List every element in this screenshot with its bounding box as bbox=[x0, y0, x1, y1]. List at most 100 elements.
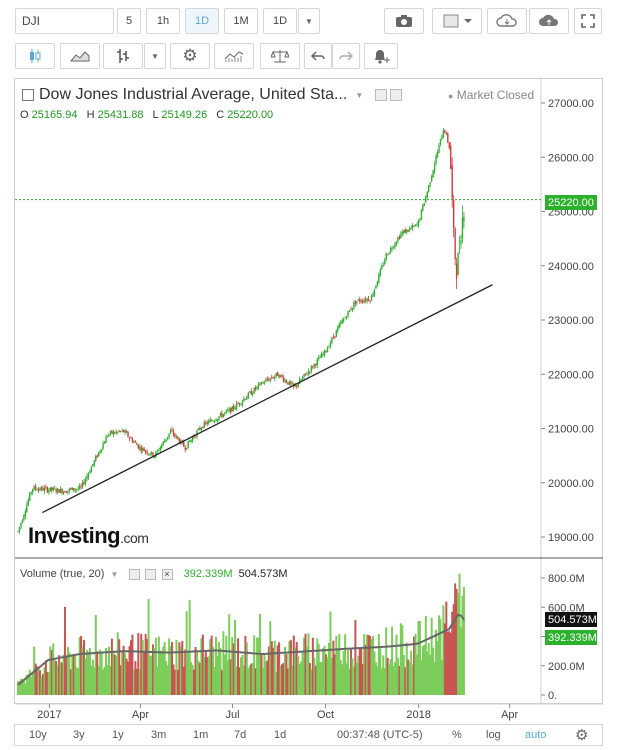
legend-eye-icon[interactable] bbox=[129, 568, 141, 580]
volume-value: 392.339M bbox=[183, 568, 233, 580]
settings-button[interactable]: ⚙ bbox=[170, 43, 210, 69]
interval-5-button[interactable]: 5 bbox=[117, 8, 141, 34]
price-candle-body bbox=[128, 437, 131, 439]
volume-bar bbox=[168, 638, 171, 695]
time-tick-label: Oct bbox=[317, 709, 334, 721]
price-candle-body bbox=[152, 452, 154, 457]
volume-bar bbox=[102, 669, 105, 695]
volume-bar bbox=[75, 667, 78, 695]
price-candle-body bbox=[65, 492, 68, 494]
volume-bar bbox=[147, 599, 150, 695]
volume-bar bbox=[138, 669, 141, 695]
volume-bar bbox=[188, 599, 191, 695]
symbol-input[interactable]: DJI bbox=[15, 8, 114, 34]
gear-icon[interactable]: ⚙ bbox=[575, 727, 589, 744]
legend-eye-icon[interactable] bbox=[375, 89, 388, 101]
cloud-download-button[interactable] bbox=[487, 8, 527, 34]
logo-suffix: .com bbox=[120, 530, 149, 546]
volume-bar bbox=[358, 648, 361, 695]
range-1y-button[interactable]: 1y bbox=[112, 729, 124, 741]
price-candle-body bbox=[203, 422, 206, 428]
volume-bar bbox=[116, 632, 119, 695]
range-3m-button[interactable]: 3m bbox=[151, 729, 167, 741]
price-candle-body bbox=[362, 300, 364, 302]
price-candle-body bbox=[74, 489, 76, 491]
auto-scale-button[interactable]: auto bbox=[525, 729, 547, 741]
interval-1h-button[interactable]: 1h bbox=[146, 8, 180, 34]
volume-bar bbox=[90, 666, 93, 695]
price-candle-body bbox=[86, 476, 88, 480]
remove-indicator-icon[interactable]: × bbox=[161, 568, 173, 580]
price-candle-body bbox=[354, 301, 357, 304]
price-candle-body bbox=[241, 400, 244, 405]
volume-bar bbox=[351, 658, 354, 695]
price-candle-body bbox=[139, 446, 141, 449]
compare-button[interactable] bbox=[260, 43, 300, 69]
volume-bar bbox=[407, 659, 410, 695]
volume-bar bbox=[28, 669, 31, 695]
volume-bar bbox=[432, 647, 435, 695]
range-10y-button[interactable]: 10y bbox=[29, 729, 47, 741]
range-7d-button[interactable]: 7d bbox=[234, 729, 247, 741]
range-3y-button[interactable]: 3y bbox=[73, 729, 85, 741]
volume-bar bbox=[112, 652, 115, 695]
interval-dropdown-button[interactable]: 1D bbox=[263, 8, 297, 34]
volume-bar bbox=[87, 651, 90, 695]
volume-bar bbox=[185, 611, 188, 695]
indicators-button[interactable] bbox=[214, 43, 254, 69]
price-candle-body bbox=[68, 488, 71, 491]
collapse-square-icon[interactable] bbox=[22, 89, 34, 101]
chevron-down-icon[interactable]: ▼ bbox=[110, 570, 119, 579]
volume-bar bbox=[66, 646, 69, 695]
price-candle-body bbox=[455, 263, 458, 279]
interval-1d-button[interactable]: 1D bbox=[185, 8, 219, 34]
price-candle-body bbox=[118, 430, 120, 432]
price-candle-body bbox=[259, 382, 261, 384]
volume-bar bbox=[17, 681, 20, 695]
legend-settings-icon[interactable] bbox=[145, 568, 157, 580]
fullscreen-button[interactable] bbox=[574, 8, 602, 34]
volume-bar bbox=[458, 573, 461, 695]
chart-type-menu[interactable]: ▼ bbox=[144, 43, 166, 69]
bars-button[interactable] bbox=[103, 43, 143, 69]
price-candle-body bbox=[143, 448, 145, 452]
chevron-down-icon[interactable]: ▼ bbox=[355, 90, 364, 100]
redo-button[interactable] bbox=[332, 43, 360, 69]
cloud-upload-button[interactable] bbox=[529, 8, 569, 34]
area-chart-icon bbox=[70, 51, 90, 62]
snapshot-button[interactable] bbox=[384, 8, 424, 34]
market-status-text: Market Closed bbox=[456, 88, 535, 102]
alert-button[interactable] bbox=[364, 43, 398, 69]
price-candle-body bbox=[254, 387, 257, 390]
interval-menu-chevron[interactable]: ▼ bbox=[298, 8, 320, 34]
chart-style-button[interactable] bbox=[432, 8, 482, 34]
range-1d-button[interactable]: 1d bbox=[274, 729, 287, 741]
ohlc-o-label: O bbox=[20, 109, 29, 121]
percent-scale-button[interactable]: % bbox=[452, 729, 462, 741]
interval-1m-button[interactable]: 1M bbox=[224, 8, 258, 34]
line-chart-button[interactable] bbox=[60, 43, 100, 69]
volume-bar bbox=[220, 669, 223, 695]
volume-bar bbox=[303, 637, 306, 695]
volume-bar bbox=[127, 661, 130, 695]
volume-bar bbox=[300, 661, 303, 695]
price-candle-body bbox=[319, 357, 321, 359]
volume-bar bbox=[166, 665, 169, 695]
volume-bar bbox=[310, 669, 313, 695]
volume-bar bbox=[203, 657, 206, 695]
range-1m-button[interactable]: 1m bbox=[193, 729, 209, 741]
volume-bar bbox=[198, 662, 201, 695]
undo-button[interactable] bbox=[304, 43, 332, 69]
legend-settings-icon[interactable] bbox=[390, 89, 403, 101]
price-candle-body bbox=[410, 227, 412, 229]
chart-area[interactable] bbox=[14, 78, 603, 704]
volume-bar bbox=[242, 665, 245, 695]
price-candle-body bbox=[209, 419, 211, 422]
time-tick-label: Apr bbox=[132, 709, 149, 721]
price-candle-body bbox=[122, 429, 125, 433]
log-scale-button[interactable]: log bbox=[486, 729, 501, 741]
price-candle-body bbox=[350, 309, 352, 311]
candles-button[interactable] bbox=[15, 43, 55, 69]
price-candle-body bbox=[71, 487, 74, 490]
